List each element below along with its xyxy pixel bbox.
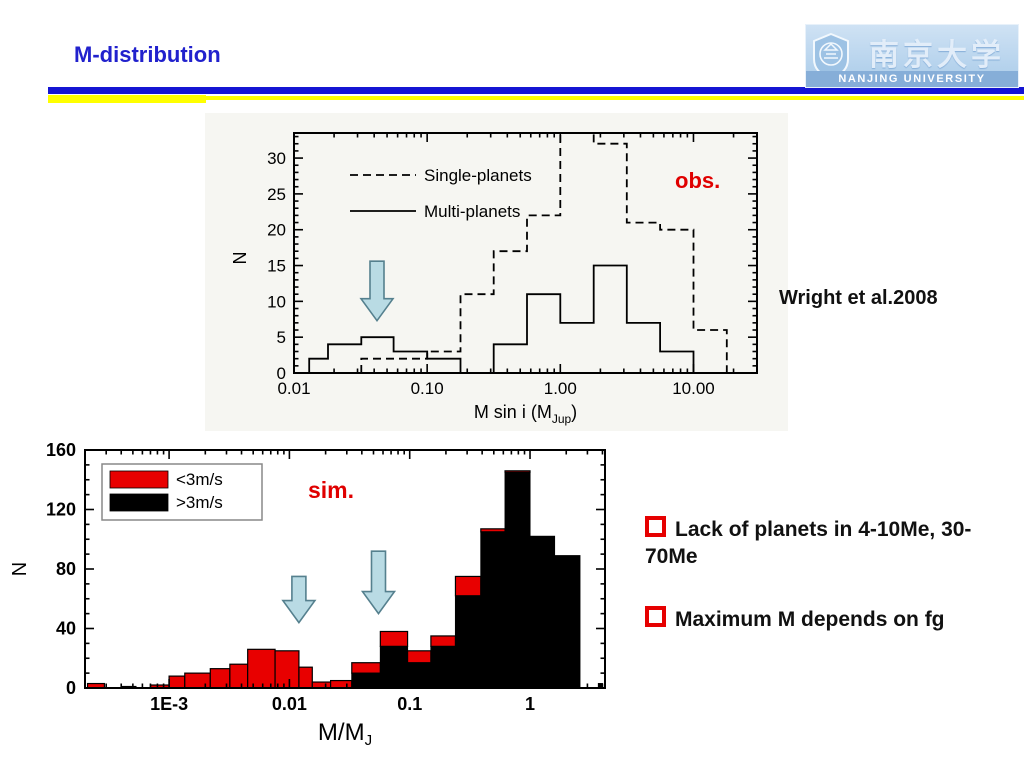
bar-red (504, 470, 531, 473)
y-tick-label: 0 (66, 678, 76, 698)
y-tick-label: 30 (267, 149, 286, 168)
sim-histogram-chart: 0 40 80 120 160 1E-3 0.01 0.1 1 <3m/s >3m/s sim. N M/… (9, 440, 606, 749)
bar-black (430, 645, 456, 689)
legend-swatch-red (109, 470, 169, 489)
legend-label: Single-planets (424, 166, 532, 185)
header-rule-yellow-thick (48, 95, 206, 103)
x-tick-label: 0.1 (397, 694, 422, 714)
bar-black (407, 662, 432, 689)
y-tick-label: 25 (267, 185, 286, 204)
y-tick-label: 15 (267, 257, 286, 276)
bar-red (298, 666, 313, 689)
y-tick-label: 20 (267, 221, 286, 240)
header-rule-yellow-thin (206, 96, 1024, 100)
bar-black (379, 645, 409, 689)
y-axis-label: N (9, 562, 31, 576)
annotation-obs: obs. (675, 168, 720, 193)
y-tick-label: 5 (277, 328, 286, 347)
obs-axes (293, 132, 758, 374)
bar-red (247, 648, 276, 689)
university-name-chinese: 南京大学 (869, 38, 1005, 73)
header-rule-blue (48, 87, 1024, 94)
x-tick-label: 1E-3 (150, 694, 188, 714)
stacked-bars (86, 470, 603, 689)
bar-red (454, 575, 482, 597)
y-tick-label: 0 (277, 364, 286, 383)
red-square-bullet-icon (645, 606, 666, 627)
bar-red (274, 650, 300, 689)
university-name-strip: NANJING UNIVERSITY (806, 71, 1018, 87)
bullet-text: Lack of planets in 4-10Me, 30-70Me (645, 518, 972, 569)
down-arrow-icon (360, 550, 397, 615)
y-axis-label: N (230, 252, 250, 265)
citation-text: Wright et al.2008 (779, 287, 938, 309)
bar-red (480, 528, 506, 533)
bar-black (480, 531, 506, 689)
x-tick-label: 0.01 (272, 694, 307, 714)
series-single-planets (360, 133, 728, 373)
y-tick-label: 10 (267, 292, 286, 311)
university-name-english: NANJING UNIVERSITY (838, 73, 986, 85)
x-tick-label: 1 (525, 694, 535, 714)
obs-histogram-chart: 0 5 10 15 20 25 30 0.01 0.10 1.00 10.00 Single-plan… (230, 132, 758, 426)
bullet-item: Lack of planets in 4-10Me, 30-70Me (645, 516, 995, 571)
legend-swatch-black (109, 493, 169, 512)
x-axis-label: M/MJ (318, 719, 372, 749)
bullet-text: Maximum M depends on fg (675, 608, 945, 631)
bar-black (554, 555, 581, 689)
down-arrow-icon (281, 575, 317, 624)
bar-red (229, 663, 249, 689)
y-tick-label: 80 (56, 559, 76, 579)
legend-label: Multi-planets (424, 202, 520, 221)
bar-black (454, 595, 482, 689)
x-tick-label: 1.00 (544, 379, 577, 398)
y-tick-label: 40 (56, 619, 76, 639)
down-arrow-icon (359, 260, 395, 323)
red-square-bullet-icon (645, 516, 666, 537)
sim-axes (84, 449, 606, 689)
bar-black (504, 471, 531, 689)
y-tick-label: 160 (46, 440, 76, 460)
x-axis-label: M sin i (MJup) (474, 402, 577, 426)
x-tick-label: 0.10 (411, 379, 444, 398)
y-tick-label: 120 (46, 500, 76, 520)
bar-red (351, 662, 381, 674)
bar-red (168, 675, 186, 689)
bullet-item: Maximum M depends on fg (645, 606, 995, 633)
bar-black (351, 672, 381, 689)
bar-red (379, 630, 409, 647)
series-multi-planets (308, 264, 695, 373)
annotation-sim: sim. (308, 477, 354, 503)
legend-label: >3m/s (176, 493, 223, 512)
bar-red (329, 679, 353, 689)
bar-red (184, 672, 211, 689)
page-title: M-distribution (74, 42, 221, 67)
bar-black (529, 535, 556, 689)
bar-red (430, 635, 457, 647)
university-logo: 南京大学 NANJING UNIVERSITY (805, 24, 1019, 88)
bar-red (406, 650, 432, 664)
obs-chart-background (205, 113, 788, 431)
legend-label: <3m/s (176, 470, 223, 489)
x-tick-label: 10.00 (672, 379, 715, 398)
x-tick-label: 0.01 (277, 379, 310, 398)
